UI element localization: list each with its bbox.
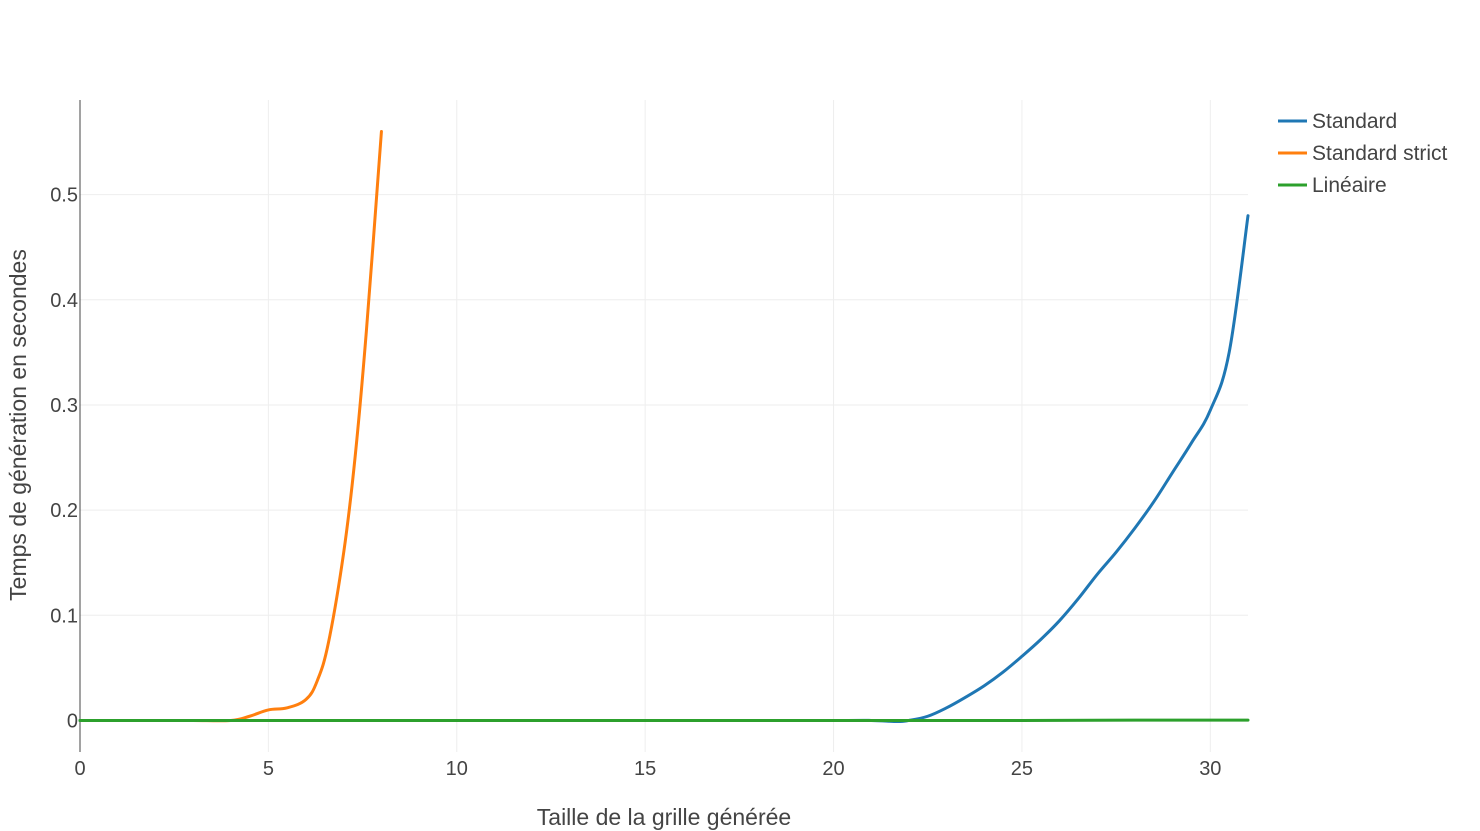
x-tick-label: 0 xyxy=(74,758,85,780)
y-tick-label: 0.3 xyxy=(50,395,78,417)
grid-lines xyxy=(80,100,1248,752)
x-tick-label: 30 xyxy=(1199,758,1221,780)
tick-labels: 0 5 10 15 20 25 30 0 0.1 0.2 0.3 0.4 0.5 xyxy=(50,185,1221,780)
y-tick-label: 0.5 xyxy=(50,185,78,207)
legend-label: Linéaire xyxy=(1312,174,1387,197)
legend: Standard Standard strict Linéaire xyxy=(1278,110,1448,197)
y-tick-label: 0.1 xyxy=(50,605,78,627)
legend-item[interactable]: Standard xyxy=(1278,110,1397,133)
legend-label: Standard xyxy=(1312,110,1397,133)
series-lines xyxy=(78,130,1250,723)
x-tick-label: 5 xyxy=(263,758,274,780)
legend-item[interactable]: Standard strict xyxy=(1278,142,1448,165)
x-tick-label: 10 xyxy=(446,758,468,780)
legend-label: Standard strict xyxy=(1312,142,1448,165)
y-tick-label: 0.4 xyxy=(50,290,78,312)
x-tick-label: 25 xyxy=(1011,758,1033,780)
y-axis-title: Temps de génération en secondes xyxy=(5,249,31,601)
y-tick-label: 0.2 xyxy=(50,500,78,522)
x-axis-title: Taille de la grille générée xyxy=(537,804,791,830)
legend-item[interactable]: Linéaire xyxy=(1278,174,1387,197)
x-tick-label: 15 xyxy=(634,758,656,780)
y-tick-label: 0 xyxy=(67,710,78,732)
x-tick-label: 20 xyxy=(822,758,844,780)
